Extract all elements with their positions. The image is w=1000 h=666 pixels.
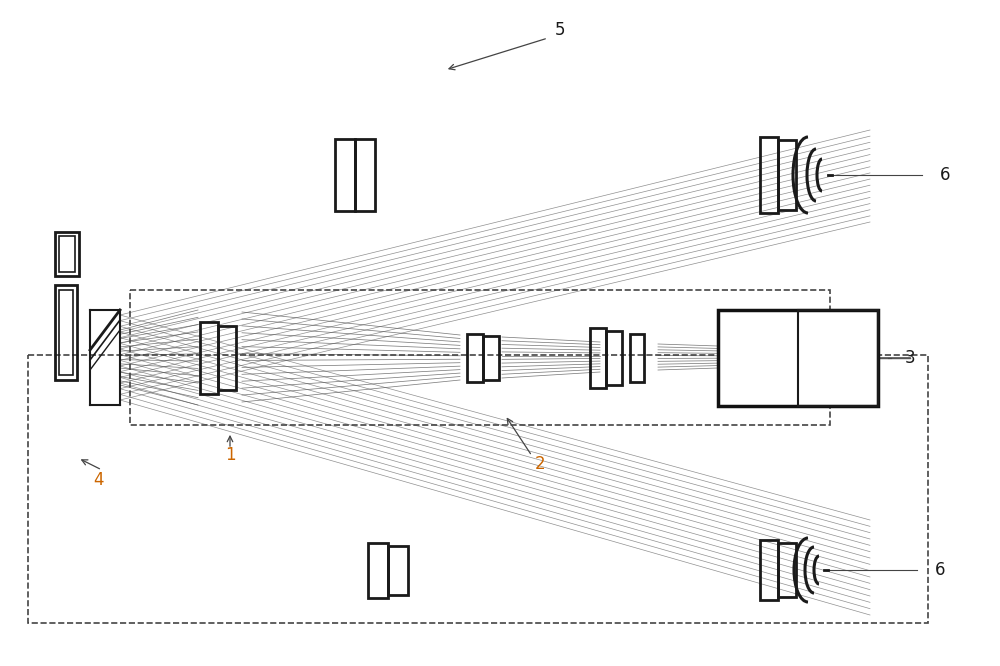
Bar bbox=[59, 236, 75, 272]
Bar bbox=[28, 355, 928, 623]
Bar bbox=[778, 543, 796, 597]
Bar bbox=[718, 310, 878, 406]
Bar bbox=[59, 290, 73, 375]
Text: 6: 6 bbox=[940, 166, 950, 184]
Bar bbox=[335, 139, 355, 211]
Bar bbox=[200, 322, 218, 394]
Bar bbox=[467, 334, 483, 382]
Text: 6: 6 bbox=[935, 561, 946, 579]
Bar bbox=[55, 232, 79, 276]
Bar bbox=[630, 334, 644, 382]
Bar bbox=[355, 139, 375, 211]
Bar bbox=[368, 543, 388, 598]
Bar bbox=[55, 285, 77, 380]
Bar bbox=[606, 331, 622, 385]
Bar bbox=[760, 137, 778, 213]
Text: 2: 2 bbox=[535, 455, 545, 473]
Bar bbox=[760, 540, 778, 600]
Bar bbox=[388, 546, 408, 595]
Text: 4: 4 bbox=[93, 471, 103, 489]
Bar bbox=[798, 310, 878, 406]
Bar bbox=[130, 290, 830, 425]
Bar bbox=[590, 328, 606, 388]
Text: 3: 3 bbox=[905, 349, 916, 367]
Bar bbox=[483, 336, 499, 380]
Text: 1: 1 bbox=[225, 446, 235, 464]
Bar bbox=[778, 140, 796, 210]
Bar bbox=[218, 326, 236, 390]
Text: 5: 5 bbox=[555, 21, 565, 39]
